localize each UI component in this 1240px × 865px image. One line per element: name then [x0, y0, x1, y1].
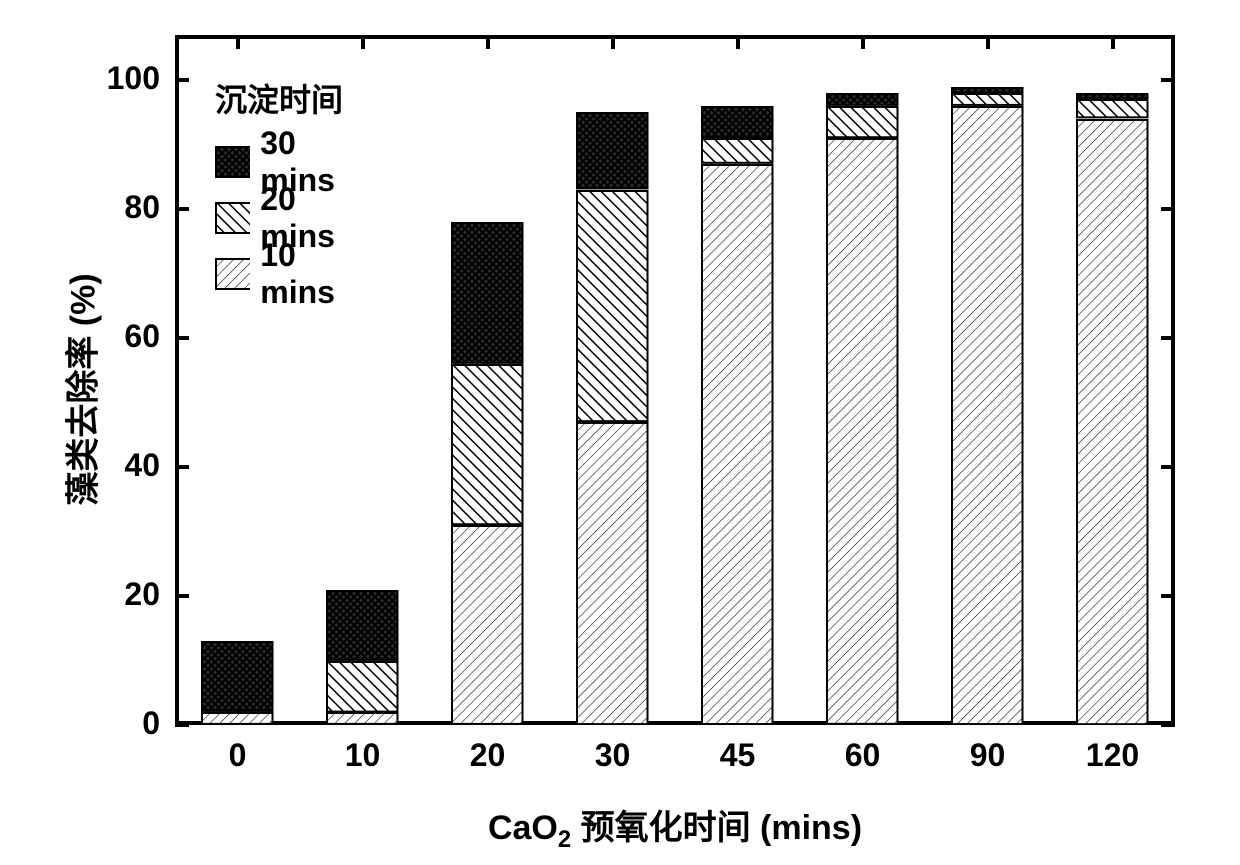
x-tick-label: 0: [188, 737, 288, 774]
y-tick: [175, 465, 189, 469]
y-tick-right: [1161, 207, 1175, 211]
bar-segment: [826, 93, 899, 106]
bar-segment: [201, 641, 274, 712]
bar-segment: [326, 661, 399, 713]
legend-label: 10 mins: [260, 237, 347, 311]
bar-segment: [1076, 93, 1149, 99]
bar-segment: [326, 590, 399, 661]
bar-segment: [951, 106, 1024, 725]
x-tick-top: [611, 35, 615, 49]
y-tick: [175, 594, 189, 598]
bar-segment: [826, 138, 899, 725]
bar-segment: [451, 222, 524, 364]
x-tick-label: 45: [688, 737, 788, 774]
bar-segment: [1076, 99, 1149, 118]
legend: 沉淀时间 30 mins20 mins10 mins: [215, 75, 343, 121]
bar-segment: [1076, 119, 1149, 725]
bar-segment: [326, 712, 399, 725]
x-tick-top: [486, 35, 490, 49]
x-tick-top: [361, 35, 365, 49]
y-tick-right: [1161, 336, 1175, 340]
x-title-pre: CaO: [488, 809, 558, 847]
y-tick-label: 40: [85, 447, 160, 484]
y-tick: [175, 207, 189, 211]
x-tick-top: [1111, 35, 1115, 49]
x-axis-title: CaO2 预氧化时间 (mins): [175, 800, 1175, 854]
x-tick-label: 20: [438, 737, 538, 774]
bar-segment: [951, 93, 1024, 106]
x-title-sub: 2: [558, 826, 571, 853]
y-tick: [175, 723, 189, 727]
y-tick: [175, 336, 189, 340]
bar-segment: [951, 87, 1024, 93]
bar-segment: [576, 422, 649, 725]
y-tick-right: [1161, 594, 1175, 598]
y-tick-label: 20: [85, 576, 160, 613]
x-tick-label: 10: [313, 737, 413, 774]
x-tick-label: 60: [813, 737, 913, 774]
x-title-post: 预氧化时间 (mins): [571, 809, 862, 847]
bar-segment: [451, 525, 524, 725]
y-tick-label: 60: [85, 318, 160, 355]
bar-segment: [826, 106, 899, 138]
y-tick-label: 80: [85, 189, 160, 226]
bar-segment: [201, 712, 274, 725]
y-tick-right: [1161, 78, 1175, 82]
y-tick-right: [1161, 723, 1175, 727]
x-tick-top: [236, 35, 240, 49]
y-tick-label: 0: [85, 705, 160, 742]
bar-segment: [451, 364, 524, 525]
x-tick-label: 30: [563, 737, 663, 774]
bar-segment: [701, 164, 774, 725]
bar-segment: [701, 106, 774, 138]
chart-container: 藻类去除率 (%) CaO2 预氧化时间 (mins) 沉淀时间 30 mins…: [0, 0, 1240, 865]
y-tick: [175, 78, 189, 82]
legend-title: 沉淀时间: [215, 75, 343, 121]
legend-swatch: [215, 202, 250, 234]
legend-item: 10 mins: [215, 237, 348, 311]
x-tick-top: [861, 35, 865, 49]
bar-segment: [576, 190, 649, 422]
bar-segment: [701, 138, 774, 164]
legend-swatch: [215, 146, 250, 178]
x-tick-top: [736, 35, 740, 49]
y-tick-label: 100: [85, 60, 160, 97]
legend-swatch: [215, 258, 250, 290]
x-tick-label: 120: [1063, 737, 1163, 774]
x-tick-label: 90: [938, 737, 1038, 774]
bar-segment: [576, 112, 649, 189]
x-tick-top: [986, 35, 990, 49]
y-tick-right: [1161, 465, 1175, 469]
